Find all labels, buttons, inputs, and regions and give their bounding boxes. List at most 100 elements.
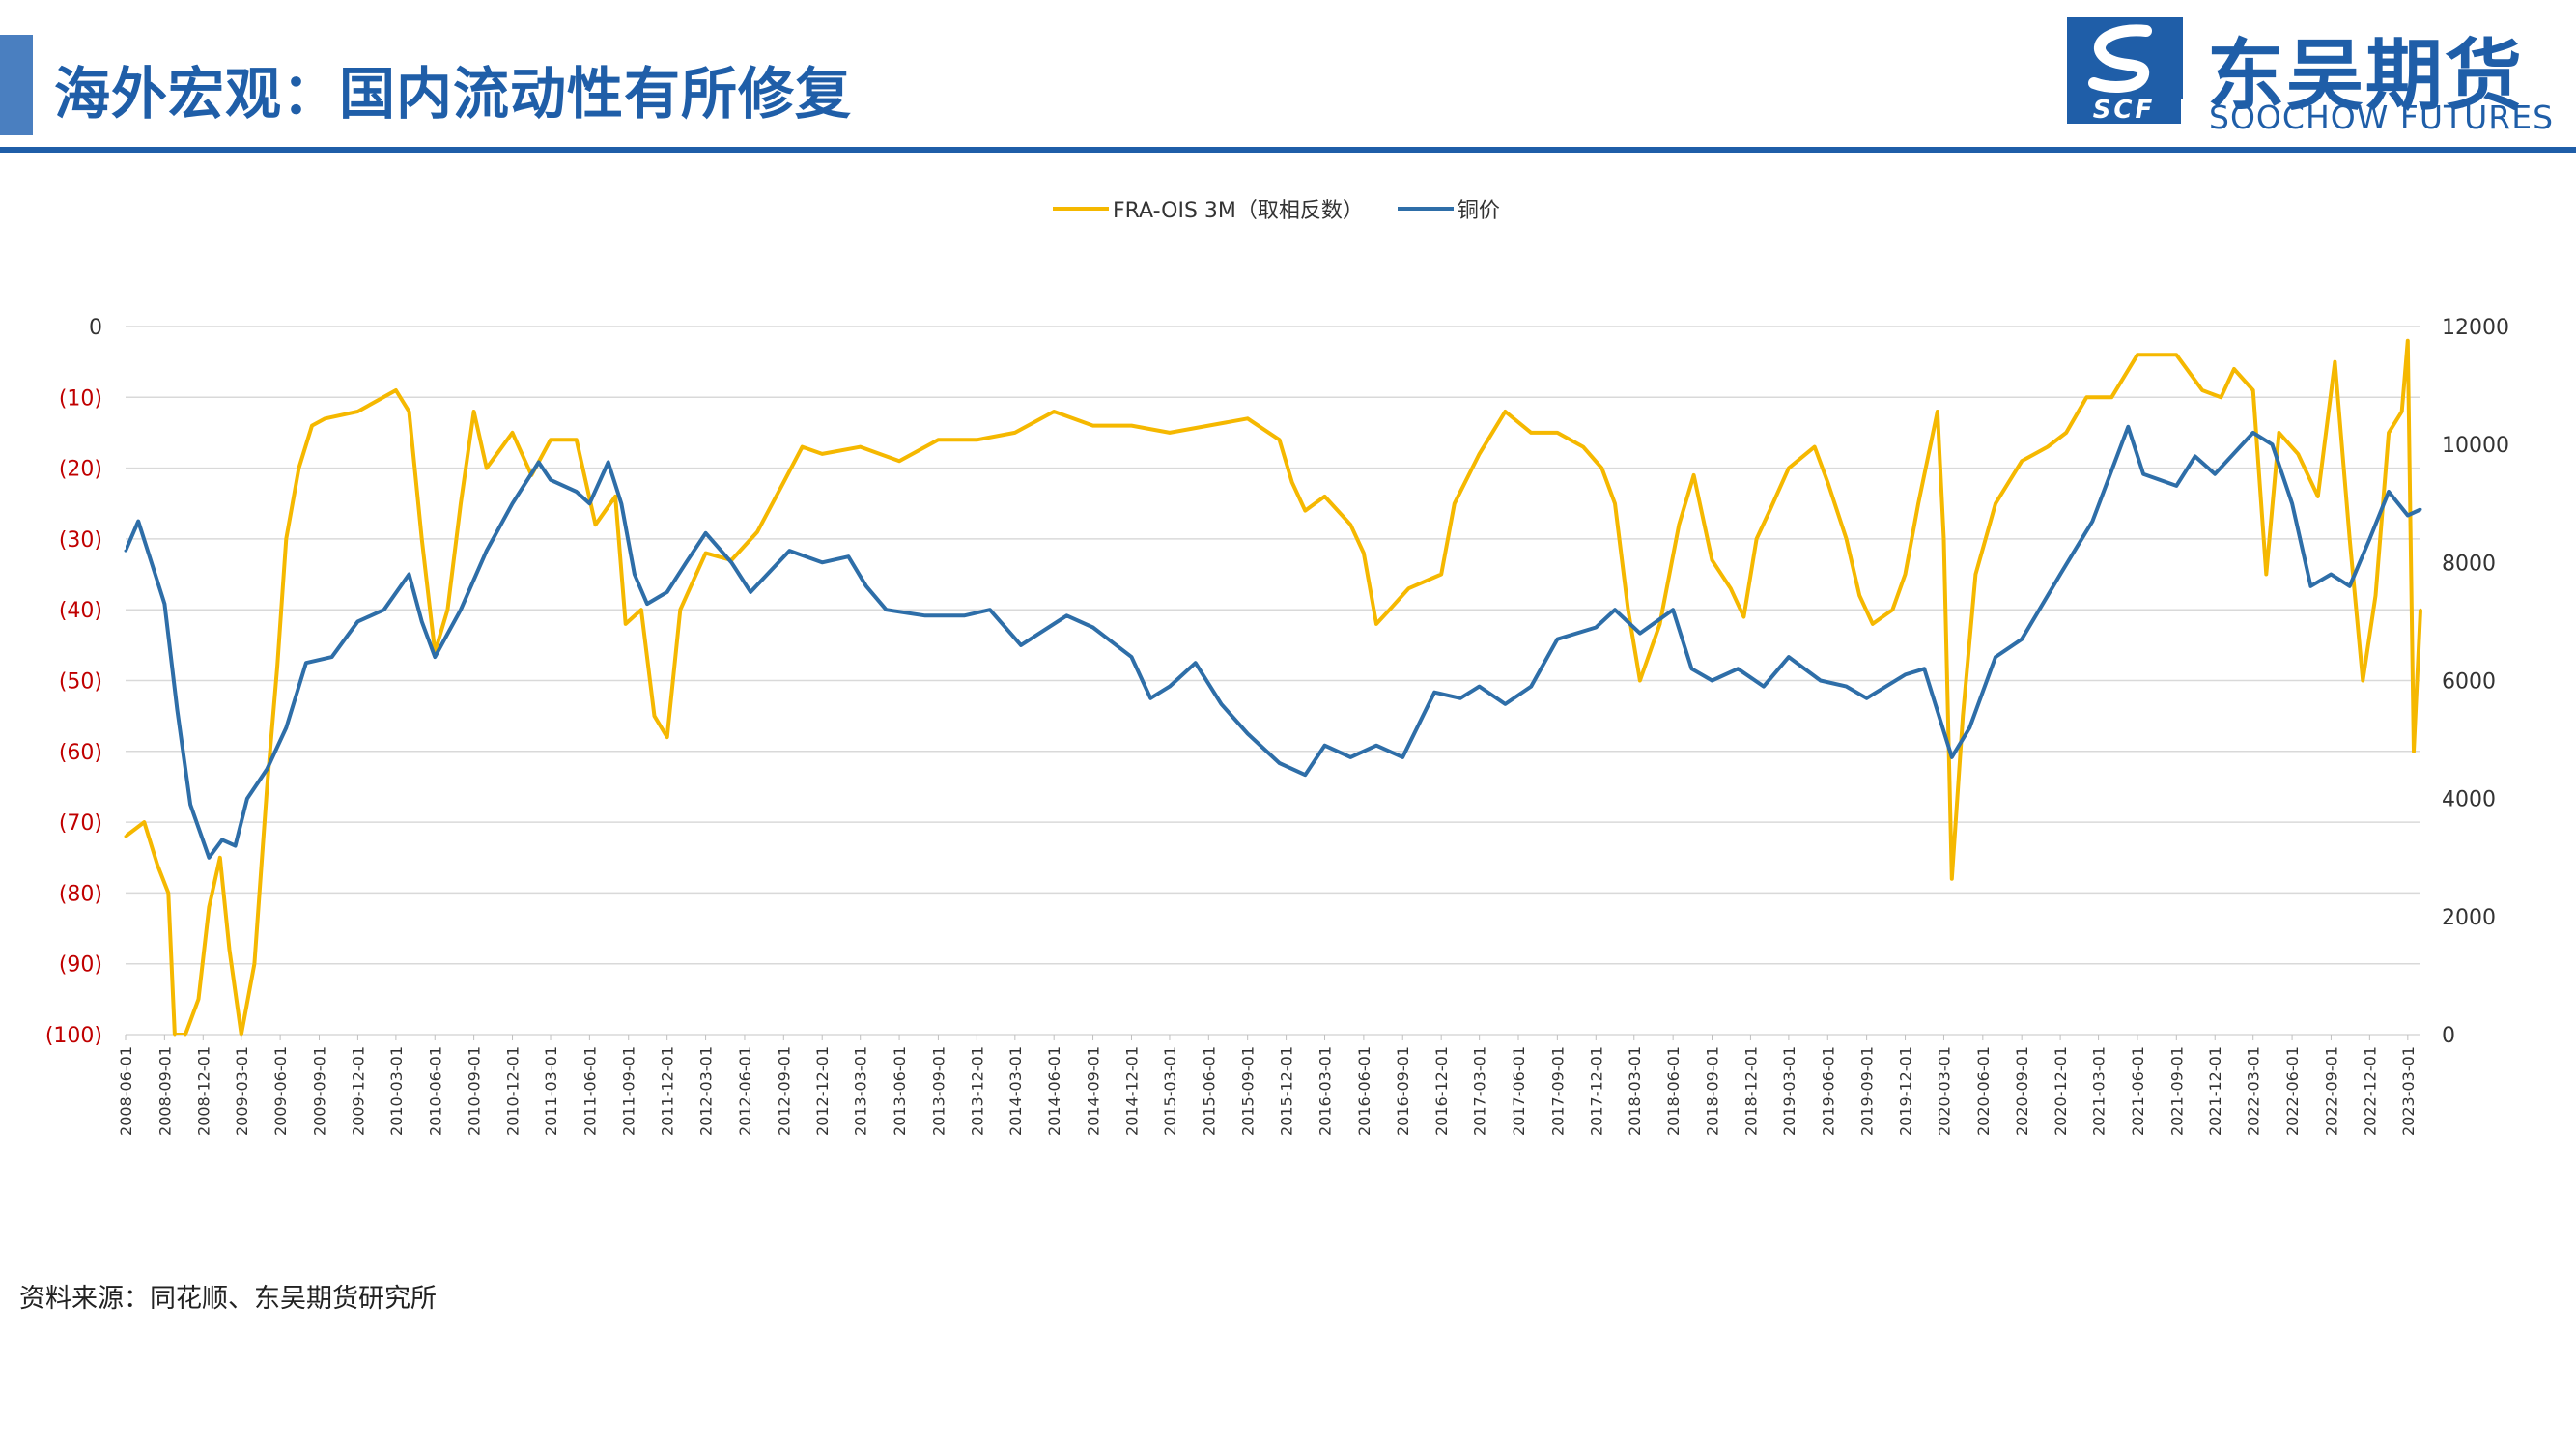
data-point-copper [1950, 755, 1954, 759]
data-point-fra [613, 495, 617, 498]
data-point-copper [988, 608, 992, 611]
data-point-fra [156, 863, 159, 867]
source-note: 资料来源：同花顺、东吴期货研究所 [19, 1284, 437, 1314]
data-point-fra [1741, 615, 1745, 618]
x-axis-tick-label: 2014-03-01 [1006, 1046, 1025, 1136]
data-point-copper [1130, 655, 1133, 659]
x-axis-tick-label: 2021-09-01 [2167, 1046, 2186, 1136]
data-point-fra [2348, 537, 2352, 541]
data-point-copper [2090, 520, 2094, 524]
data-point-fra [1130, 424, 1133, 428]
data-point-copper [1967, 725, 1971, 729]
data-point-copper [633, 573, 637, 576]
legend-label-fra: FRA-OIS 3M（取相反数） [1113, 199, 1364, 223]
data-point-copper [1736, 667, 1740, 670]
data-point-fra [2064, 431, 2068, 435]
data-point-fra [2400, 410, 2404, 413]
x-axis-tick-label: 2022-12-01 [2361, 1046, 2379, 1136]
right-axis-tick-label: 6000 [2442, 670, 2496, 695]
data-point-fra [1857, 594, 1861, 597]
x-axis-tick-label: 2015-06-01 [1200, 1046, 1218, 1136]
data-point-fra [653, 714, 656, 718]
data-point-fra [1290, 480, 1294, 484]
x-axis-tick-label: 2011-06-01 [580, 1046, 599, 1136]
x-axis-tick-label: 2015-12-01 [1278, 1046, 1296, 1136]
data-point-fra [704, 552, 708, 555]
data-point-fra [1627, 608, 1630, 611]
data-point-copper [665, 590, 669, 594]
data-point-copper [1401, 755, 1404, 759]
data-point-fra [2333, 360, 2336, 364]
data-point-fra [575, 438, 579, 441]
data-point-fra [485, 467, 489, 470]
right-axis-tick-label: 12000 [2442, 316, 2509, 340]
x-axis: 2008-06-01 2008-09-01 2008-12-01 2009-03-01… [117, 1035, 2418, 1136]
series-line-copper [126, 424, 2421, 860]
data-point-fra [975, 438, 978, 441]
data-point-copper [2058, 573, 2062, 576]
data-point-fra [1768, 509, 1771, 513]
x-axis-tick-label: 2022-09-01 [2322, 1046, 2340, 1136]
data-point-copper [284, 725, 288, 729]
data-point-copper [234, 844, 238, 847]
data-point-fra [459, 501, 463, 505]
data-point-fra [1729, 586, 1733, 590]
data-point-fra [2232, 367, 2236, 371]
data-point-fra [1916, 501, 1920, 505]
x-axis-tick-label: 2010-12-01 [504, 1046, 523, 1136]
data-point-copper [1922, 667, 1926, 670]
x-axis-tick-label: 2017-06-01 [1510, 1046, 1528, 1136]
x-axis-tick-label: 2008-09-01 [156, 1046, 174, 1136]
left-axis-tick-label: (40) [59, 599, 102, 623]
x-axis-tick-label: 2010-09-01 [466, 1046, 484, 1136]
data-point-fra [1961, 714, 1965, 718]
data-point-copper [2367, 537, 2371, 541]
data-point-copper [1503, 702, 1507, 706]
data-point-fra [2046, 445, 2050, 449]
data-point-fra [2278, 431, 2280, 435]
data-point-fra [1478, 452, 1482, 456]
data-point-fra [2109, 395, 2113, 399]
x-axis-tick-label: 2023-03-01 [2399, 1046, 2418, 1136]
data-point-fra [1599, 467, 1603, 470]
data-point-copper [2387, 490, 2391, 494]
x-axis-tick-label: 2018-06-01 [1664, 1046, 1683, 1136]
data-point-fra [1362, 552, 1366, 555]
data-point-fra [1638, 679, 1642, 682]
x-axis-tick-label: 2017-09-01 [1548, 1046, 1567, 1136]
header-divider [0, 147, 2576, 153]
data-point-fra [639, 608, 643, 611]
series-layer [124, 338, 2422, 1037]
data-point-copper [704, 531, 708, 535]
data-point-fra [1613, 501, 1617, 505]
chart-legend: FRA-OIS 3M（取相反数） 铜价 [1053, 193, 1527, 223]
data-point-fra [266, 785, 269, 788]
data-point-copper [2348, 584, 2352, 588]
brand-logo: SCF 东吴期货 SOOCHOW FUTURES [2067, 14, 2569, 136]
data-point-fra [859, 445, 863, 449]
left-axis-tick-label: (100) [45, 1024, 102, 1048]
data-point-copper [885, 608, 888, 611]
legend-label-copper: 铜价 [1457, 199, 1500, 223]
x-axis-tick-label: 2012-09-01 [775, 1046, 793, 1136]
data-point-copper [820, 560, 824, 564]
data-point-copper [1220, 702, 1223, 706]
x-axis-tick-label: 2020-09-01 [2013, 1046, 2031, 1136]
data-point-fra [1406, 586, 1410, 590]
data-point-fra [1711, 558, 1713, 562]
legend-swatch-copper [1397, 207, 1454, 211]
x-axis-tick-label: 2022-06-01 [2283, 1046, 2302, 1136]
data-point-fra [2374, 594, 2377, 597]
data-point-copper [846, 554, 850, 558]
data-point-copper [1819, 679, 1823, 682]
data-point-fra [1013, 431, 1017, 435]
x-axis-tick-label: 2015-09-01 [1239, 1046, 1258, 1136]
left-axis-tick-label: (70) [59, 811, 102, 836]
data-point-copper [1904, 672, 1907, 676]
data-point-fra [207, 905, 211, 909]
data-point-fra [408, 410, 410, 413]
data-point-copper [1458, 696, 1462, 700]
data-point-fra [801, 445, 805, 449]
data-point-fra [1503, 410, 1507, 413]
x-axis-tick-label: 2021-12-01 [2206, 1046, 2224, 1136]
